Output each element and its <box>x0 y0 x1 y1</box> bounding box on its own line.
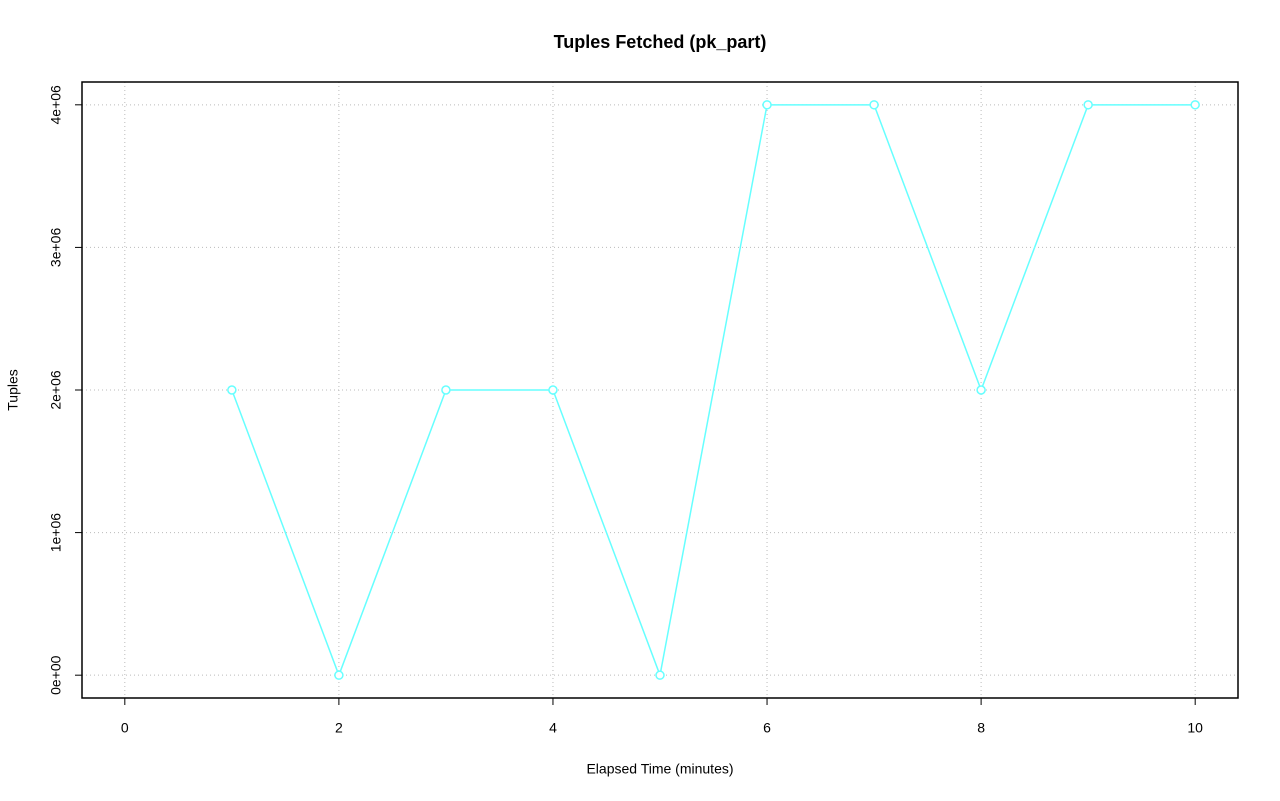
data-point <box>548 385 558 395</box>
y-tick-label: 1e+06 <box>48 513 64 553</box>
plot-frame <box>81 81 1239 699</box>
chart-title: Tuples Fetched (pk_part) <box>554 32 767 52</box>
y-tick-label: 4e+06 <box>48 85 64 125</box>
x-tick-label: 2 <box>335 720 343 736</box>
y-tick-label: 2e+06 <box>48 370 64 410</box>
data-point <box>1083 100 1093 110</box>
x-axis-label: Elapsed Time (minutes) <box>586 761 733 777</box>
data-point <box>976 385 986 395</box>
y-axis-label: Tuples <box>5 369 21 411</box>
data-point <box>1190 100 1200 110</box>
x-tick-label: 6 <box>763 720 771 736</box>
x-tick-label: 4 <box>549 720 557 736</box>
data-point <box>441 385 451 395</box>
data-point <box>869 100 879 110</box>
series-line <box>231 104 1196 678</box>
x-tick-label: 0 <box>121 720 129 736</box>
x-tick-label: 10 <box>1187 720 1203 736</box>
data-point <box>655 670 665 680</box>
data-point <box>762 100 772 110</box>
data-point <box>334 670 344 680</box>
y-tick-label: 3e+06 <box>48 228 64 268</box>
data-point <box>227 385 237 395</box>
y-tick-label: 0e+00 <box>48 655 64 695</box>
x-tick-label: 8 <box>977 720 985 736</box>
